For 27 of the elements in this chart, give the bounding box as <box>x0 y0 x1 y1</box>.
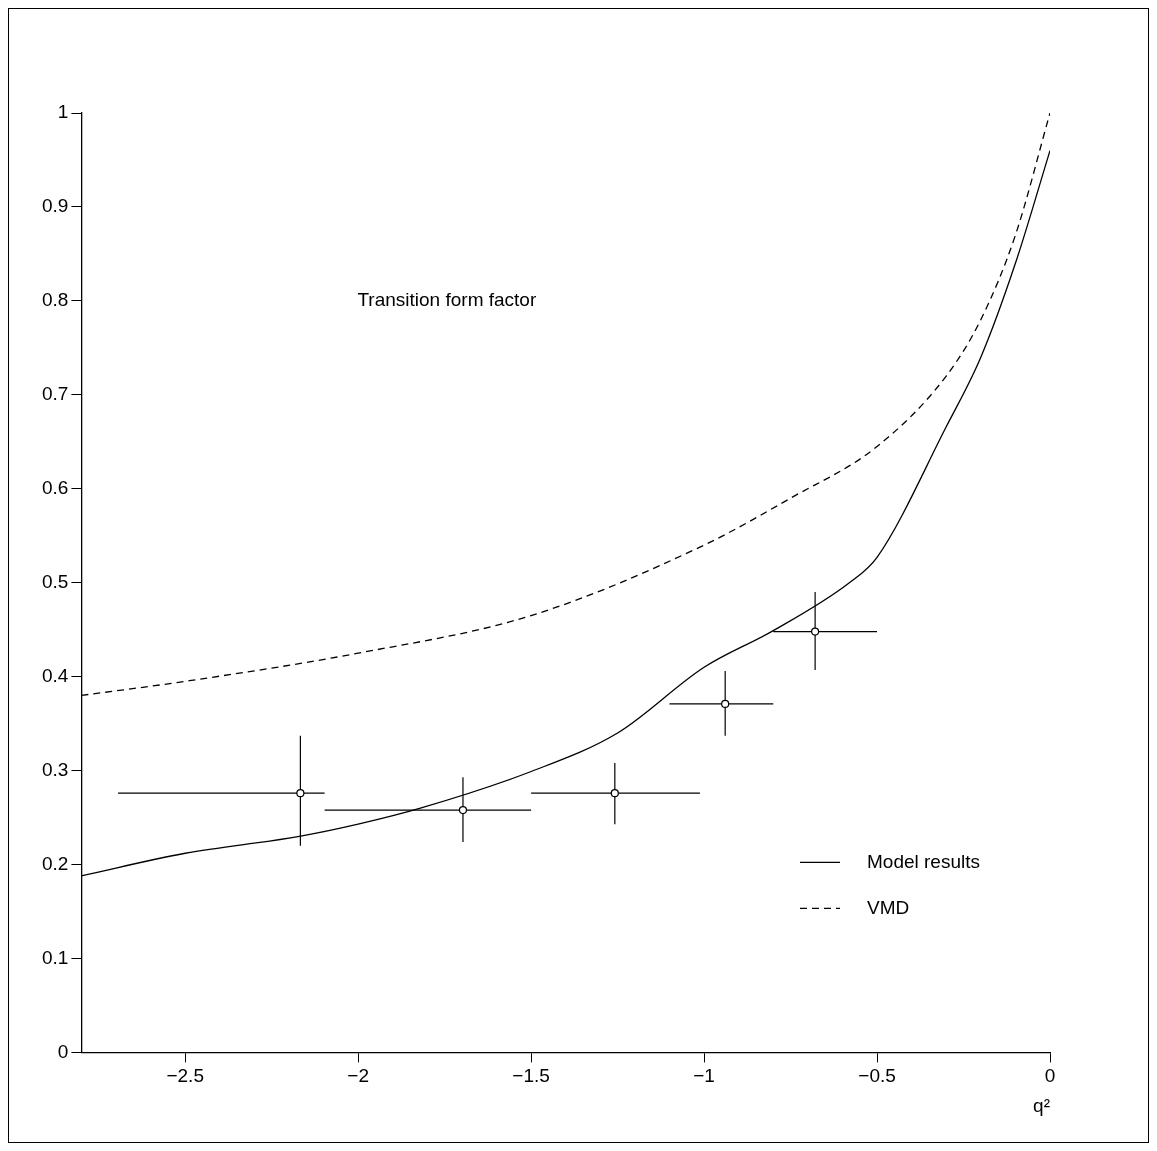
point <box>811 627 820 636</box>
point <box>721 699 730 708</box>
x-tick-label: −2.5 <box>166 1065 204 1087</box>
y-tick-label: 0.5 <box>41 570 69 592</box>
x-tick-label: −2 <box>347 1065 369 1087</box>
y-tick-label: 0.6 <box>41 476 69 498</box>
y-tick-label: 1 <box>57 101 69 123</box>
y-tick-label: 0.4 <box>41 664 69 686</box>
annotation: Transition form factor <box>357 289 537 311</box>
x-tick-label: −1 <box>693 1065 715 1087</box>
x-tick-label: −0.5 <box>858 1065 896 1087</box>
point <box>296 789 305 798</box>
y-tick-label: 0.8 <box>41 289 69 311</box>
y-tick-label: 0.7 <box>41 383 69 405</box>
line-series <box>81 149 1050 877</box>
x-tick-label: −1.5 <box>512 1065 550 1087</box>
point <box>610 789 619 798</box>
y-tick-label: 0.3 <box>41 758 69 780</box>
point <box>458 805 468 815</box>
legend-label: Model results <box>867 850 980 872</box>
y-tick-label: 0.1 <box>41 946 69 968</box>
x-tick-label: 0 <box>1044 1065 1056 1087</box>
legend-label: VMD <box>867 896 910 918</box>
y-tick-label: 0 <box>57 1040 69 1062</box>
x-axis-title: q² <box>1033 1094 1050 1116</box>
y-tick-label: 0.2 <box>41 852 69 874</box>
y-tick-label: 0.9 <box>41 195 69 217</box>
